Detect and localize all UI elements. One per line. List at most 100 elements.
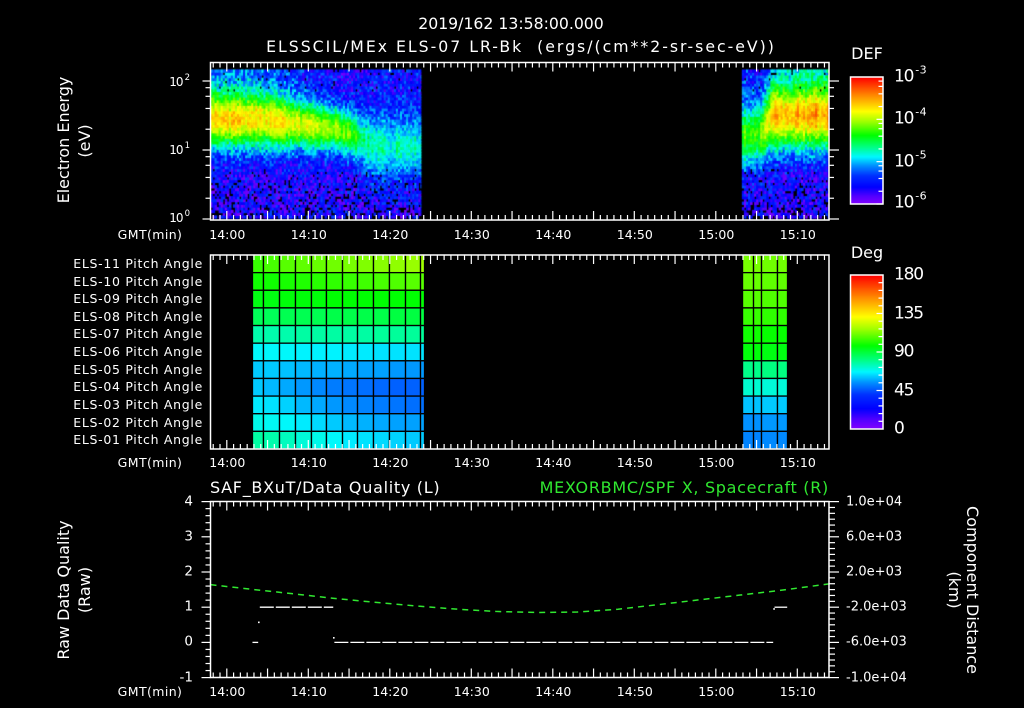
tick-base: 10 — [894, 192, 914, 213]
pitch-cell — [752, 254, 763, 274]
spacecraft-x-title: MEXORBMC/SPF X, Spacecraft (R) — [539, 478, 829, 497]
energy-tick-label: 10 1 — [169, 142, 190, 157]
time-tick-label: 14:50 — [616, 226, 653, 242]
pitch-cell — [419, 360, 426, 380]
pitch-cell — [404, 395, 422, 415]
pitch-cell — [776, 342, 789, 362]
time-tick-label: 14:00 — [209, 226, 246, 242]
time-tick-label: 14:40 — [535, 683, 572, 699]
pitch-cell — [372, 377, 391, 397]
pitch-cell — [294, 307, 313, 327]
tick-exponent: -4 — [915, 105, 928, 119]
pitch-cell — [356, 377, 375, 397]
pitch-cell — [741, 324, 755, 344]
pitch-cell — [341, 360, 359, 380]
pitch-angle-grid — [251, 254, 789, 450]
pitch-cell — [776, 430, 789, 450]
pitch-cell — [310, 289, 328, 309]
pitch-cell — [341, 271, 359, 291]
deg-colorbar-tick: 135 — [894, 303, 924, 323]
pitch-cell — [752, 430, 763, 450]
pitch-cell — [251, 377, 265, 397]
pitch-cell — [752, 342, 763, 362]
pitch-row-label: ELS-05 Pitch Angle — [73, 361, 203, 377]
plot-timestamp: 2019/162 13:58:00.000 — [418, 14, 604, 34]
pitch-cell — [760, 377, 779, 397]
distance-axis-label: Component Distance — [963, 506, 982, 674]
pitch-row-label: ELS-10 Pitch Angle — [73, 273, 203, 289]
time-tick-label: 15:10 — [779, 226, 816, 242]
time-tick-label: 14:40 — [535, 454, 572, 470]
time-tick-label: 14:50 — [616, 683, 653, 699]
pitch-cell — [760, 324, 779, 344]
pitch-cell — [760, 289, 779, 309]
pitch-cell — [404, 342, 422, 362]
pitch-cell — [419, 413, 426, 433]
pitch-cell — [356, 360, 375, 380]
pitch-cell — [356, 307, 375, 327]
pitch-cell — [294, 413, 313, 433]
pitch-cell — [356, 271, 375, 291]
pitch-cell — [776, 360, 789, 380]
distance-tick-label: 2.0e+03 — [846, 564, 903, 580]
distance-tick-label: 1.0e+04 — [846, 494, 903, 510]
data-quality-axis-unit: (Raw) — [75, 566, 94, 614]
pitch-cell — [752, 307, 763, 327]
pitch-cell — [310, 254, 328, 274]
axis-ticks — [201, 62, 883, 679]
pitch-cell — [262, 413, 281, 433]
distance-tick-label: -2.0e+03 — [846, 599, 907, 615]
pitch-cell — [419, 324, 426, 344]
pitch-cell — [741, 430, 755, 450]
def-colorbar-tick: 10 -5 — [894, 149, 927, 170]
time-tick-label: 14:40 — [535, 226, 572, 242]
pitch-cell — [776, 289, 789, 309]
pitch-cell — [294, 324, 313, 344]
quality-tick-label: -1 — [179, 668, 193, 685]
pitch-cell — [310, 271, 328, 291]
pitch-cell — [278, 395, 297, 415]
pitch-cell — [419, 271, 426, 291]
pitch-cell — [404, 413, 422, 433]
gmt-axis-label: GMT(min) — [117, 454, 183, 470]
pitch-cell — [760, 395, 779, 415]
pitch-cell — [356, 395, 375, 415]
pitch-cell — [278, 307, 297, 327]
tick-base: 10 — [169, 210, 183, 225]
data-quality-title: SAF_BXuT/Data Quality (L) — [210, 478, 441, 497]
quality-tick-label: 3 — [184, 528, 193, 545]
pitch-cell — [404, 377, 422, 397]
time-tick-label: 14:30 — [453, 683, 490, 699]
time-tick-label: 14:30 — [453, 226, 490, 242]
pitch-cell — [310, 395, 328, 415]
pitch-cell — [741, 289, 755, 309]
pitch-cell — [310, 342, 328, 362]
energy-axis-label: Electron Energy — [54, 76, 73, 204]
tick-exponent: 0 — [184, 208, 190, 219]
pitch-cell — [294, 360, 313, 380]
pitch-cell — [372, 342, 391, 362]
pitch-cell — [752, 377, 763, 397]
pitch-cell — [325, 307, 344, 327]
pitch-cell — [294, 271, 313, 291]
pitch-cell — [760, 342, 779, 362]
quality-panel-series — [210, 583, 830, 644]
pitch-cell — [262, 377, 281, 397]
time-tick-label: 15:00 — [698, 454, 735, 470]
pitch-cell — [294, 430, 313, 450]
electron-energy-spectrogram — [211, 63, 829, 220]
time-tick-label: 14:30 — [453, 454, 490, 470]
pitch-cell — [310, 377, 328, 397]
pitch-cell — [341, 395, 359, 415]
pitch-cell — [372, 360, 391, 380]
pitch-cell — [404, 254, 422, 274]
pitch-cell — [262, 342, 281, 362]
pitch-cell — [310, 430, 328, 450]
pitch-cell — [262, 307, 281, 327]
pitch-cell — [404, 360, 422, 380]
pitch-cell — [741, 271, 755, 291]
pitch-cell — [278, 360, 297, 380]
distance-tick-label: -1.0e+04 — [846, 670, 907, 686]
def-colorbar-title: DEF — [851, 44, 883, 63]
deg-colorbar-tick: 45 — [894, 380, 914, 400]
